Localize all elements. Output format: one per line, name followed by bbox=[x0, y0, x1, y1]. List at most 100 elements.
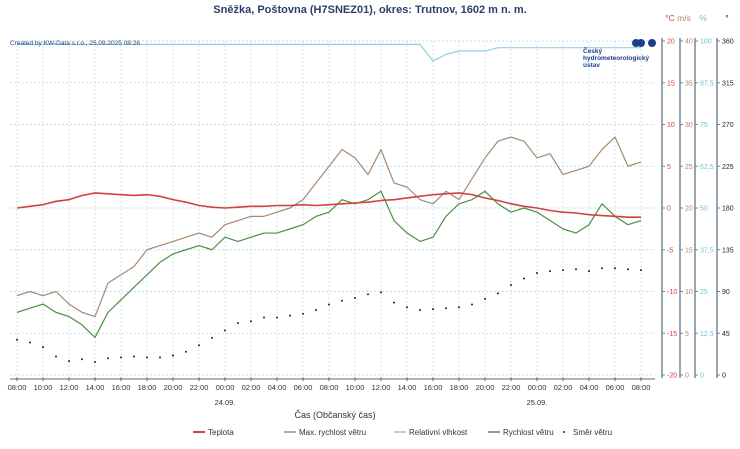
credit-text: Created by KW-Data s.r.o., 25.09.2025 08… bbox=[10, 40, 140, 47]
y-tick-label: 30 bbox=[685, 122, 693, 129]
y-tick-label: 315 bbox=[722, 80, 734, 87]
wind-direction-point bbox=[94, 361, 96, 364]
legend-label: Max. rychlost větru bbox=[299, 428, 366, 437]
x-tick-label: 18:00 bbox=[450, 383, 469, 392]
x-tick-label: 20:00 bbox=[164, 383, 183, 392]
legend-item: Max. rychlost větru bbox=[284, 428, 366, 437]
wind-direction-point bbox=[536, 271, 538, 274]
logo-dot-icon bbox=[648, 39, 656, 47]
wind-direction-point bbox=[68, 360, 70, 363]
wind-direction-point bbox=[380, 291, 382, 294]
x-tick-label: 08:00 bbox=[320, 383, 339, 392]
wind-direction-point bbox=[302, 312, 304, 315]
wind-direction-point bbox=[172, 354, 174, 357]
wind-direction-point bbox=[445, 307, 447, 310]
logo-text: ústav bbox=[583, 62, 600, 69]
x-tick-label: 12:00 bbox=[60, 383, 79, 392]
wind-direction-point bbox=[575, 268, 577, 271]
wind-direction-point bbox=[211, 336, 213, 339]
wind-direction-point bbox=[107, 357, 109, 360]
y-tick-label: 35 bbox=[685, 80, 693, 87]
wind-direction-point bbox=[146, 356, 148, 359]
y-tick-label: 0 bbox=[685, 373, 689, 380]
wind-direction-point bbox=[133, 355, 135, 358]
y-tick-label: 15 bbox=[685, 247, 693, 254]
y-tick-label: 45 bbox=[722, 331, 730, 338]
y-tick-label: 0 bbox=[722, 373, 726, 380]
y-tick-label: 15 bbox=[667, 80, 675, 87]
series-line-0 bbox=[16, 192, 641, 218]
x-tick-label: 04:00 bbox=[268, 383, 287, 392]
y-tick-label: 100 bbox=[700, 39, 712, 46]
y-axis-unit: m/s bbox=[677, 13, 691, 23]
y-tick-label: 12,5 bbox=[700, 331, 714, 338]
wind-direction-point bbox=[627, 268, 629, 271]
y-tick-label: 90 bbox=[722, 289, 730, 296]
y-tick-label: 180 bbox=[722, 206, 734, 213]
wind-direction-point bbox=[510, 284, 512, 287]
axes: °C -20 -15 -10 -5 0 5 10 15 20 m/s 0 5 10 15 20 25 30 35 40… bbox=[661, 13, 734, 380]
wind-direction-point bbox=[393, 301, 395, 304]
date-label: 24.09. bbox=[215, 398, 236, 407]
x-tick-label: 02:00 bbox=[242, 383, 261, 392]
wind-direction-point bbox=[497, 292, 499, 295]
legend-label: Relativní vlhkost bbox=[409, 428, 468, 437]
wind-direction-point bbox=[484, 297, 486, 300]
y-tick-label: 87,5 bbox=[700, 80, 714, 87]
wind-direction-point bbox=[523, 277, 525, 280]
wind-direction-point bbox=[601, 267, 603, 270]
wind-direction-point bbox=[159, 356, 161, 359]
wind-direction-point bbox=[55, 355, 57, 358]
wind-direction-point bbox=[419, 309, 421, 312]
y-axis-unit: ° bbox=[725, 13, 728, 23]
x-tick-label: 10:00 bbox=[346, 383, 365, 392]
series-line-1 bbox=[16, 136, 642, 318]
wind-direction-point bbox=[29, 341, 31, 344]
x-tick-label: 16:00 bbox=[112, 383, 131, 392]
y-tick-label: 270 bbox=[722, 122, 734, 129]
x-axis: 08:00 10:00 12:00 14:00 16:00 18:00 20:00 22:00… bbox=[8, 377, 655, 407]
wind-direction-point bbox=[315, 309, 317, 312]
wind-direction-point bbox=[224, 329, 226, 332]
x-tick-label: 18:00 bbox=[138, 383, 157, 392]
wind-direction-point bbox=[81, 358, 83, 361]
y-axis-unit: % bbox=[699, 13, 707, 23]
chmi-logo: Český hydrometeorologický ústav bbox=[583, 39, 656, 69]
legend-item: Rychlost větru bbox=[488, 428, 554, 437]
y-tick-label: -15 bbox=[667, 331, 677, 338]
x-tick-label: 14:00 bbox=[86, 383, 105, 392]
legend-label: Rychlost větru bbox=[503, 428, 554, 437]
x-tick-label: 06:00 bbox=[294, 383, 313, 392]
x-tick-label: 22:00 bbox=[190, 383, 209, 392]
grid bbox=[10, 40, 655, 376]
x-tick-label: 00:00 bbox=[528, 383, 547, 392]
x-tick-label: 10:00 bbox=[34, 383, 53, 392]
wind-direction-point bbox=[250, 320, 252, 323]
series-line-2 bbox=[17, 43, 641, 62]
legend: Teplota Max. rychlost větru Relativní vlhk… bbox=[193, 428, 612, 437]
y-tick-label: 10 bbox=[685, 289, 693, 296]
wind-direction-point bbox=[562, 269, 564, 272]
wind-direction-point bbox=[328, 303, 330, 306]
y-tick-label: 360 bbox=[722, 39, 734, 46]
y-tick-label: -20 bbox=[667, 373, 677, 380]
legend-dot-icon bbox=[563, 431, 565, 433]
wind-direction-point bbox=[471, 303, 473, 306]
y-tick-label: 5 bbox=[685, 331, 689, 338]
x-tick-label: 14:00 bbox=[398, 383, 417, 392]
y-axis-unit: °C bbox=[665, 13, 675, 23]
x-tick-label: 02:00 bbox=[554, 383, 573, 392]
y-tick-label: 10 bbox=[667, 122, 675, 129]
y-tick-label: 25 bbox=[700, 289, 708, 296]
wind-direction-point bbox=[120, 356, 122, 359]
y-tick-label: 5 bbox=[667, 164, 671, 171]
y-tick-label: 75 bbox=[700, 122, 708, 129]
y-tick-label: 135 bbox=[722, 247, 734, 254]
y-tick-label: 62,5 bbox=[700, 164, 714, 171]
wind-direction-point bbox=[263, 316, 265, 319]
logo-text: Český bbox=[583, 46, 603, 55]
y-tick-label: 0 bbox=[700, 373, 704, 380]
x-tick-label: 00:00 bbox=[216, 383, 235, 392]
x-tick-label: 22:00 bbox=[502, 383, 521, 392]
wind-direction-point bbox=[237, 322, 239, 325]
